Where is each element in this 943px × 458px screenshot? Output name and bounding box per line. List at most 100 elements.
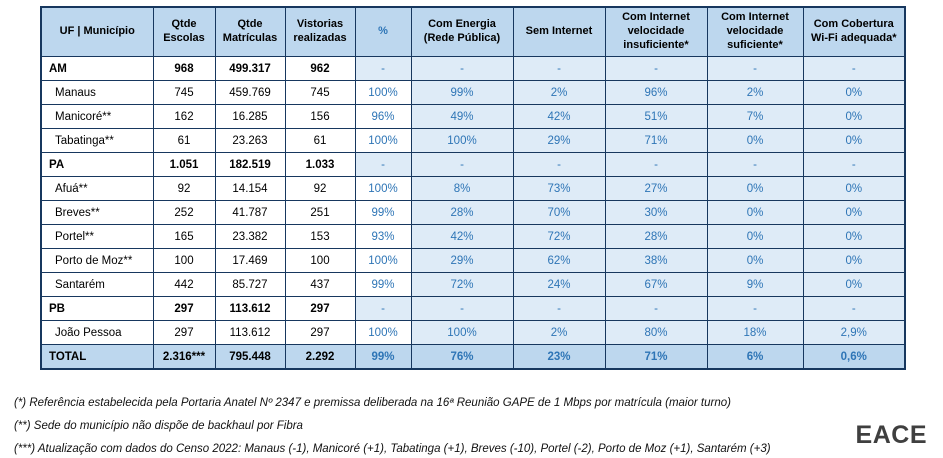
cell: 297 xyxy=(284,320,356,345)
cell: 100% xyxy=(354,320,412,345)
cell: 100% xyxy=(354,248,412,273)
cell: 2.292 xyxy=(284,344,356,370)
cell: 99% xyxy=(410,80,514,105)
table-header-row: UF | Município Qtde Escolas Qtde Matrícula… xyxy=(40,6,906,57)
row-label: Manicoré** xyxy=(40,104,154,129)
cell: - xyxy=(706,296,804,321)
cell: 0% xyxy=(706,200,804,225)
cell: 1.033 xyxy=(284,152,356,177)
cell: 29% xyxy=(410,248,514,273)
column-header: Qtde Escolas xyxy=(152,6,216,57)
table-row: João Pessoa 297 113.612 297 100% 100% 2% 80% 18%… xyxy=(40,320,906,345)
cell: - xyxy=(706,152,804,177)
column-header: Qtde Matrículas xyxy=(214,6,286,57)
cell: - xyxy=(604,56,708,81)
cell: 0% xyxy=(706,224,804,249)
cell: 9% xyxy=(706,272,804,297)
cell: 2% xyxy=(706,80,804,105)
cell: 85.727 xyxy=(214,272,286,297)
cell: 252 xyxy=(152,200,216,225)
cell: 38% xyxy=(604,248,708,273)
cell: 442 xyxy=(152,272,216,297)
cell: 96% xyxy=(354,104,412,129)
column-header: Com Cobertura Wi-Fi adequada* xyxy=(802,6,906,57)
cell: 297 xyxy=(152,320,216,345)
column-header: Sem Internet xyxy=(512,6,606,57)
cell: 23% xyxy=(512,344,606,370)
table-row: Manaus 745 459.769 745 100% 99% 2% 96% 2% 0% xyxy=(40,80,906,105)
cell: 0% xyxy=(706,248,804,273)
cell: - xyxy=(802,296,906,321)
row-label: TOTAL xyxy=(40,344,154,370)
footnote-triple-asterisk: (***) Atualização com dados do Censo 202… xyxy=(14,443,771,455)
cell: 297 xyxy=(284,296,356,321)
cell: 62% xyxy=(512,248,606,273)
cell: 70% xyxy=(512,200,606,225)
cell: 1.051 xyxy=(152,152,216,177)
cell: 2.316*** xyxy=(152,344,216,370)
row-label: AM xyxy=(40,56,154,81)
cell: 0,6% xyxy=(802,344,906,370)
cell: 165 xyxy=(152,224,216,249)
row-label: Manaus xyxy=(40,80,154,105)
row-label: Tabatinga** xyxy=(40,128,154,153)
column-header: Com Internet velocidade suficiente* xyxy=(706,6,804,57)
cell: 437 xyxy=(284,272,356,297)
cell: 99% xyxy=(354,200,412,225)
cell: - xyxy=(802,56,906,81)
cell: 182.519 xyxy=(214,152,286,177)
cell: 0% xyxy=(706,128,804,153)
cell: - xyxy=(802,152,906,177)
cell: 80% xyxy=(604,320,708,345)
cell: 100% xyxy=(354,80,412,105)
cell: - xyxy=(410,56,514,81)
table-row: PB 297 113.612 297- - - - - - xyxy=(40,296,906,321)
row-label: PA xyxy=(40,152,154,177)
row-label: João Pessoa xyxy=(40,320,154,345)
cell: - xyxy=(410,296,514,321)
row-label: PB xyxy=(40,296,154,321)
cell: 42% xyxy=(410,224,514,249)
column-header: Com Energia (Rede Pública) xyxy=(410,6,514,57)
cell: 41.787 xyxy=(214,200,286,225)
cell: 29% xyxy=(512,128,606,153)
cell: 100% xyxy=(410,128,514,153)
cell: - xyxy=(354,296,412,321)
cell: - xyxy=(354,152,412,177)
cell: 49% xyxy=(410,104,514,129)
cell: 100 xyxy=(284,248,356,273)
column-header: % xyxy=(354,6,412,57)
cell: 72% xyxy=(512,224,606,249)
table-row: Manicoré** 162 16.285 156 96% 49% 42% 51% 7% 0% xyxy=(40,104,906,129)
cell: 8% xyxy=(410,176,514,201)
cell: 251 xyxy=(284,200,356,225)
cell: 100% xyxy=(410,320,514,345)
cell: 0% xyxy=(802,272,906,297)
cell: 24% xyxy=(512,272,606,297)
footnotes: (*) Referência estabelecida pela Portari… xyxy=(14,397,943,455)
cell: 153 xyxy=(284,224,356,249)
cell: 96% xyxy=(604,80,708,105)
cell: 7% xyxy=(706,104,804,129)
footnote-double-asterisk: (**) Sede do município não dispõe de bac… xyxy=(14,420,303,432)
column-header: Vistorias realizadas xyxy=(284,6,356,57)
cell: 2% xyxy=(512,80,606,105)
cell: 0% xyxy=(802,176,906,201)
table-row: Afuá** 92 14.154 92 100% 8% 73% 27% 0% 0% xyxy=(40,176,906,201)
cell: 795.448 xyxy=(214,344,286,370)
school-connectivity-table: UF | Município Qtde Escolas Qtde Matrícula… xyxy=(40,6,906,370)
cell: 962 xyxy=(284,56,356,81)
table-row: Porto de Moz** 100 17.469 100 100% 29% 62% 38% 0… xyxy=(40,248,906,273)
cell: 27% xyxy=(604,176,708,201)
cell: 459.769 xyxy=(214,80,286,105)
cell: 0% xyxy=(802,128,906,153)
cell: 30% xyxy=(604,200,708,225)
eace-logo: EACE xyxy=(855,421,927,449)
cell: 99% xyxy=(354,272,412,297)
cell: - xyxy=(604,152,708,177)
cell: 17.469 xyxy=(214,248,286,273)
cell: 28% xyxy=(604,224,708,249)
row-label: Portel** xyxy=(40,224,154,249)
cell: 6% xyxy=(706,344,804,370)
cell: 0% xyxy=(802,224,906,249)
